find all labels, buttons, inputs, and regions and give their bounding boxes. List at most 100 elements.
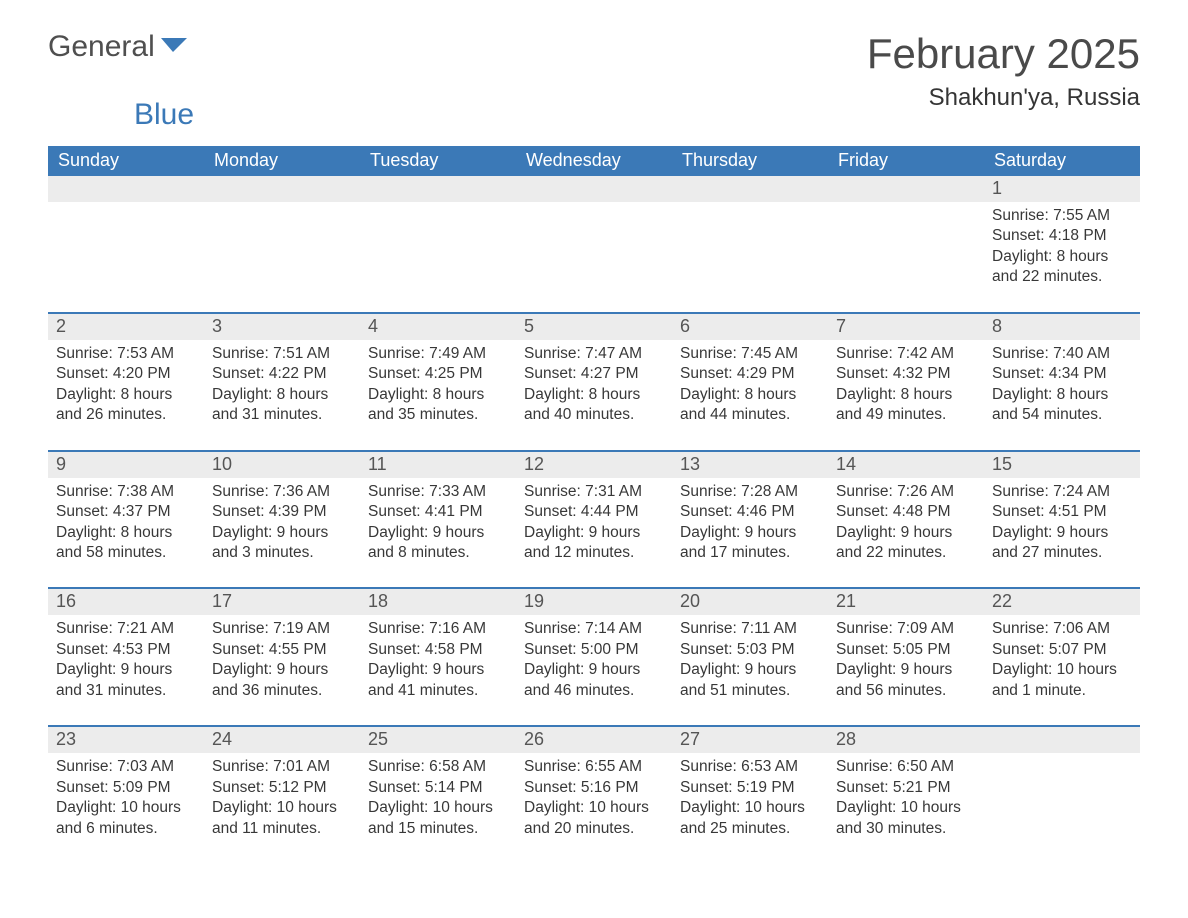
day-number: 6 bbox=[672, 314, 828, 340]
sunset-text: Sunset: 4:39 PM bbox=[212, 502, 352, 522]
week-row: 9101112131415Sunrise: 7:38 AMSunset: 4:3… bbox=[48, 450, 1140, 564]
daylight-text: Daylight: 8 hours and 22 minutes. bbox=[992, 247, 1132, 288]
daylight-text: Daylight: 8 hours and 44 minutes. bbox=[680, 385, 820, 426]
day-number: 12 bbox=[516, 452, 672, 478]
sunrise-text: Sunrise: 7:26 AM bbox=[836, 482, 976, 502]
day-cell: Sunrise: 7:47 AMSunset: 4:27 PMDaylight:… bbox=[516, 340, 672, 426]
day-cell: Sunrise: 7:11 AMSunset: 5:03 PMDaylight:… bbox=[672, 615, 828, 701]
day-number-strip: 9101112131415 bbox=[48, 452, 1140, 478]
daylight-text: Daylight: 9 hours and 27 minutes. bbox=[992, 523, 1132, 564]
day-number: 9 bbox=[48, 452, 204, 478]
day-cell: Sunrise: 6:53 AMSunset: 5:19 PMDaylight:… bbox=[672, 753, 828, 839]
logo-text-a: General bbox=[48, 30, 155, 64]
sunset-text: Sunset: 5:21 PM bbox=[836, 778, 976, 798]
day-cell: Sunrise: 7:26 AMSunset: 4:48 PMDaylight:… bbox=[828, 478, 984, 564]
daylight-text: Daylight: 9 hours and 56 minutes. bbox=[836, 660, 976, 701]
day-number: 19 bbox=[516, 589, 672, 615]
sunset-text: Sunset: 4:29 PM bbox=[680, 364, 820, 384]
sunset-text: Sunset: 5:05 PM bbox=[836, 640, 976, 660]
day-number: 20 bbox=[672, 589, 828, 615]
month-title: February 2025 bbox=[867, 30, 1140, 78]
sunrise-text: Sunrise: 7:14 AM bbox=[524, 619, 664, 639]
daylight-text: Daylight: 8 hours and 26 minutes. bbox=[56, 385, 196, 426]
day-cell: Sunrise: 7:53 AMSunset: 4:20 PMDaylight:… bbox=[48, 340, 204, 426]
dow-cell: Friday bbox=[828, 146, 984, 176]
dow-cell: Wednesday bbox=[516, 146, 672, 176]
sunrise-text: Sunrise: 7:47 AM bbox=[524, 344, 664, 364]
sunrise-text: Sunrise: 7:11 AM bbox=[680, 619, 820, 639]
day-number bbox=[672, 176, 828, 202]
sunrise-text: Sunrise: 7:01 AM bbox=[212, 757, 352, 777]
sunset-text: Sunset: 4:46 PM bbox=[680, 502, 820, 522]
sunrise-text: Sunrise: 7:19 AM bbox=[212, 619, 352, 639]
day-number bbox=[828, 176, 984, 202]
sunrise-text: Sunrise: 7:31 AM bbox=[524, 482, 664, 502]
sunrise-text: Sunrise: 7:21 AM bbox=[56, 619, 196, 639]
sunrise-text: Sunrise: 7:53 AM bbox=[56, 344, 196, 364]
week-row: 16171819202122Sunrise: 7:21 AMSunset: 4:… bbox=[48, 587, 1140, 701]
sunrise-text: Sunrise: 7:49 AM bbox=[368, 344, 508, 364]
day-number bbox=[360, 176, 516, 202]
day-cell: Sunrise: 7:01 AMSunset: 5:12 PMDaylight:… bbox=[204, 753, 360, 839]
sunrise-text: Sunrise: 7:42 AM bbox=[836, 344, 976, 364]
sunrise-text: Sunrise: 7:28 AM bbox=[680, 482, 820, 502]
dow-cell: Sunday bbox=[48, 146, 204, 176]
day-number: 26 bbox=[516, 727, 672, 753]
daylight-text: Daylight: 9 hours and 8 minutes. bbox=[368, 523, 508, 564]
sunrise-text: Sunrise: 7:45 AM bbox=[680, 344, 820, 364]
logo-flag-icon bbox=[157, 30, 189, 64]
day-cell: Sunrise: 7:28 AMSunset: 4:46 PMDaylight:… bbox=[672, 478, 828, 564]
sunrise-text: Sunrise: 7:36 AM bbox=[212, 482, 352, 502]
sunset-text: Sunset: 5:09 PM bbox=[56, 778, 196, 798]
sunrise-text: Sunrise: 7:33 AM bbox=[368, 482, 508, 502]
day-number bbox=[516, 176, 672, 202]
day-cell: Sunrise: 7:24 AMSunset: 4:51 PMDaylight:… bbox=[984, 478, 1140, 564]
day-cell: Sunrise: 7:45 AMSunset: 4:29 PMDaylight:… bbox=[672, 340, 828, 426]
day-cell: Sunrise: 7:19 AMSunset: 4:55 PMDaylight:… bbox=[204, 615, 360, 701]
day-cell bbox=[360, 202, 516, 288]
daylight-text: Daylight: 9 hours and 46 minutes. bbox=[524, 660, 664, 701]
sunset-text: Sunset: 4:48 PM bbox=[836, 502, 976, 522]
daylight-text: Daylight: 9 hours and 3 minutes. bbox=[212, 523, 352, 564]
day-cell: Sunrise: 6:58 AMSunset: 5:14 PMDaylight:… bbox=[360, 753, 516, 839]
daylight-text: Daylight: 9 hours and 36 minutes. bbox=[212, 660, 352, 701]
daylight-text: Daylight: 9 hours and 17 minutes. bbox=[680, 523, 820, 564]
day-number: 23 bbox=[48, 727, 204, 753]
dow-cell: Tuesday bbox=[360, 146, 516, 176]
day-number: 8 bbox=[984, 314, 1140, 340]
daylight-text: Daylight: 9 hours and 41 minutes. bbox=[368, 660, 508, 701]
day-cell: Sunrise: 7:09 AMSunset: 5:05 PMDaylight:… bbox=[828, 615, 984, 701]
sunrise-text: Sunrise: 7:51 AM bbox=[212, 344, 352, 364]
sunset-text: Sunset: 4:37 PM bbox=[56, 502, 196, 522]
daylight-text: Daylight: 8 hours and 49 minutes. bbox=[836, 385, 976, 426]
daylight-text: Daylight: 9 hours and 12 minutes. bbox=[524, 523, 664, 564]
day-cell: Sunrise: 7:14 AMSunset: 5:00 PMDaylight:… bbox=[516, 615, 672, 701]
title-block: February 2025 Shakhun'ya, Russia bbox=[867, 30, 1140, 120]
day-cell: Sunrise: 7:36 AMSunset: 4:39 PMDaylight:… bbox=[204, 478, 360, 564]
sunrise-text: Sunrise: 7:09 AM bbox=[836, 619, 976, 639]
sunrise-text: Sunrise: 6:55 AM bbox=[524, 757, 664, 777]
sunrise-text: Sunrise: 6:53 AM bbox=[680, 757, 820, 777]
weeks-container: 1Sunrise: 7:55 AMSunset: 4:18 PMDaylight… bbox=[48, 176, 1140, 839]
daylight-text: Daylight: 10 hours and 20 minutes. bbox=[524, 798, 664, 839]
sunset-text: Sunset: 5:12 PM bbox=[212, 778, 352, 798]
day-cell: Sunrise: 7:16 AMSunset: 4:58 PMDaylight:… bbox=[360, 615, 516, 701]
logo: General bbox=[48, 30, 191, 64]
day-cell: Sunrise: 6:50 AMSunset: 5:21 PMDaylight:… bbox=[828, 753, 984, 839]
day-number: 5 bbox=[516, 314, 672, 340]
day-number bbox=[984, 727, 1140, 753]
day-number-strip: 232425262728 bbox=[48, 727, 1140, 753]
day-number: 28 bbox=[828, 727, 984, 753]
sunrise-text: Sunrise: 6:58 AM bbox=[368, 757, 508, 777]
sunset-text: Sunset: 5:03 PM bbox=[680, 640, 820, 660]
daylight-text: Daylight: 10 hours and 15 minutes. bbox=[368, 798, 508, 839]
sunrise-text: Sunrise: 7:40 AM bbox=[992, 344, 1132, 364]
day-number: 27 bbox=[672, 727, 828, 753]
sunset-text: Sunset: 4:18 PM bbox=[992, 226, 1132, 246]
day-number: 25 bbox=[360, 727, 516, 753]
day-cell: Sunrise: 7:33 AMSunset: 4:41 PMDaylight:… bbox=[360, 478, 516, 564]
week-row: 232425262728Sunrise: 7:03 AMSunset: 5:09… bbox=[48, 725, 1140, 839]
sunset-text: Sunset: 4:41 PM bbox=[368, 502, 508, 522]
day-number: 14 bbox=[828, 452, 984, 478]
daylight-text: Daylight: 8 hours and 40 minutes. bbox=[524, 385, 664, 426]
